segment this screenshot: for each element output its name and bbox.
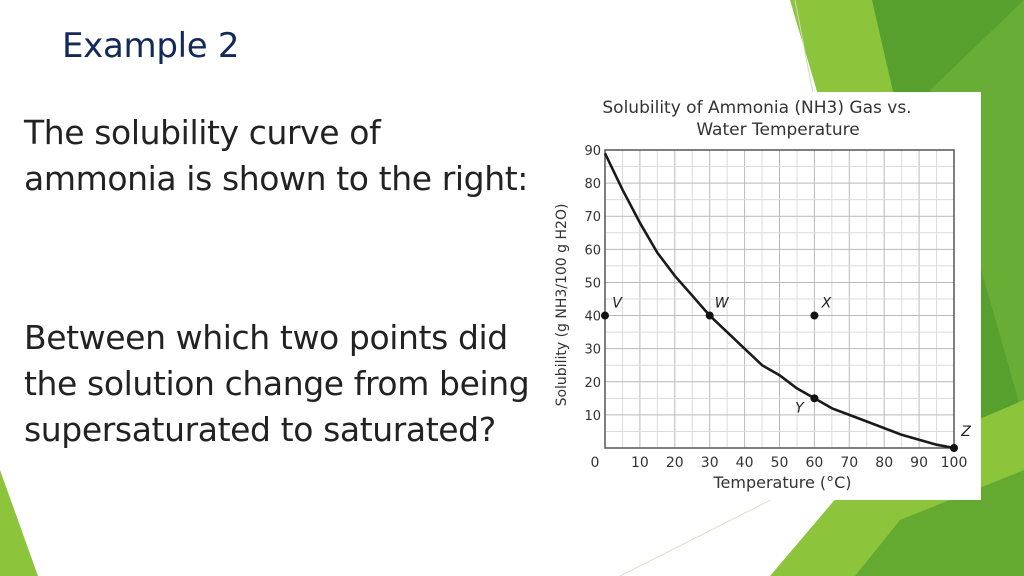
y-tick-label: 60 [584,243,601,258]
x-tick-label: 70 [840,455,858,471]
point-y [810,394,819,403]
y-tick-label: 20 [584,376,601,391]
point-z [950,444,958,452]
y-tick-label: 50 [584,276,601,291]
y-tick-label: 70 [584,210,601,225]
y-tick-label: 40 [584,310,601,325]
x-tick-label: 100 [941,455,968,471]
chart-title-line-1: Solubility of Ammonia (NH3) Gas vs. [602,98,912,118]
solubility-curve [603,152,955,450]
point-x [810,311,819,320]
point-label-v: V [612,296,623,312]
y-tick-label: 90 [584,144,601,159]
x-tick-label: 90 [910,455,928,471]
x-tick-label: 10 [631,455,649,471]
slide-title: Example 2 [62,26,240,66]
x-tick-label: 0 [591,455,600,471]
green-corner-shadow [855,470,1024,576]
point-label-x: X [821,296,832,312]
body-paragraph-1: The solubility curve of ammonia is shown… [24,113,528,198]
x-tick-label: 60 [805,455,823,471]
y-tick-label: 30 [584,343,601,358]
x-tick-label: 80 [875,455,893,471]
chart-title-line-2: Water Temperature [696,120,860,140]
y-tick-label: 80 [584,177,601,192]
x-tick-label: 20 [666,455,684,471]
y-axis-label: Solubility (g NH3/100 g H2O) [554,204,570,407]
point-w [705,311,714,320]
point-label-y: Y [795,400,805,416]
x-axis-label: Temperature (°C) [712,473,851,492]
x-tick-label: 40 [736,455,754,471]
body-paragraph-2: Between which two points did the solutio… [24,318,530,449]
point-label-z: Z [960,424,971,440]
x-tick-label: 30 [701,455,719,471]
chart-svg: 0 10 20 30 40 50 60 70 80 90 100 10 20 30 40 50 60 70 80 90… [554,144,971,492]
plot-frame [604,149,955,449]
chart-title: Solubility of Ammonia (NH3) Gas vs. Wate… [533,97,981,141]
chart-figure: Solubility of Ammonia (NH3) Gas vs. Wate… [533,92,981,500]
x-tick-label: 50 [771,455,789,471]
point-v [601,311,609,320]
green-left-sliver [0,470,38,576]
y-tick-label: 10 [584,409,601,424]
point-label-w: W [715,296,730,312]
